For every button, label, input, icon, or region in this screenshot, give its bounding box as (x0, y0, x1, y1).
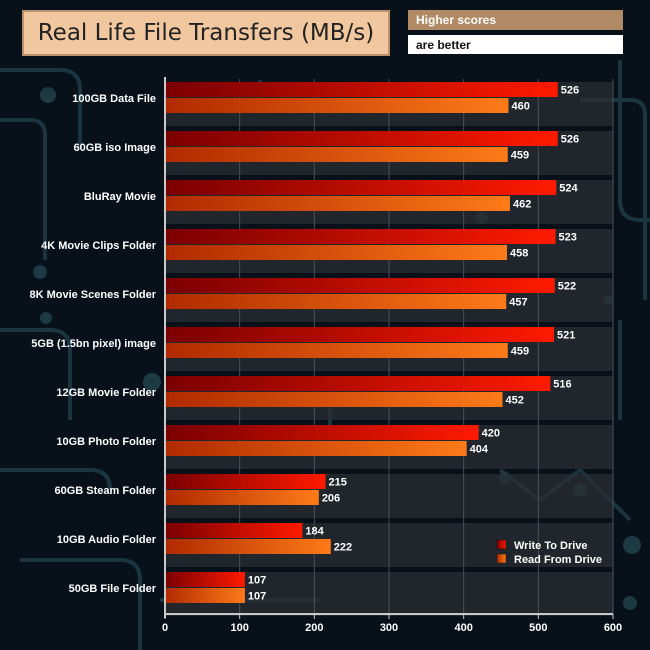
data-label: 458 (510, 248, 528, 260)
bar-write (165, 180, 557, 195)
data-label: 107 (248, 575, 266, 587)
bar-read (165, 343, 508, 358)
data-label: 460 (511, 101, 529, 113)
category-label: 12GB Movie Folder (56, 387, 156, 399)
bar-write (165, 327, 555, 342)
x-tick-label: 400 (454, 622, 472, 634)
legend-swatch-read (496, 553, 507, 564)
bar-write (165, 82, 558, 97)
data-label: 459 (511, 150, 529, 162)
bar-read (165, 539, 331, 554)
are-better-note: are better (408, 35, 623, 54)
bar-write (165, 523, 303, 538)
x-tick-label: 0 (162, 622, 168, 634)
chart-title: Real Life File Transfers (MB/s) (22, 10, 390, 56)
bar-read (165, 294, 507, 309)
bar-write (165, 278, 555, 293)
category-label: 100GB Data File (72, 93, 156, 105)
data-label: 523 (559, 232, 577, 244)
data-label: 404 (470, 444, 489, 456)
bar-write (165, 572, 245, 587)
higher-scores-note: Higher scores (408, 10, 623, 30)
bar-read (165, 490, 319, 505)
data-label: 222 (334, 542, 352, 554)
bar-read (165, 245, 507, 260)
x-tick-label: 100 (230, 622, 248, 634)
bar-write (165, 229, 556, 244)
bar-read (165, 147, 508, 162)
bar-read (165, 392, 503, 407)
bar-read (165, 196, 510, 211)
category-label: 10GB Audio Folder (57, 534, 157, 546)
data-label: 107 (248, 591, 266, 603)
data-label: 184 (305, 526, 324, 538)
category-label: 8K Movie Scenes Folder (29, 289, 156, 301)
x-tick-label: 500 (529, 622, 547, 634)
legend-swatch-write (496, 539, 507, 550)
x-tick-label: 300 (380, 622, 398, 634)
bar-write (165, 376, 551, 391)
data-label: 457 (509, 297, 527, 309)
data-label: 206 (322, 493, 340, 505)
bar-write (165, 474, 326, 489)
data-label: 521 (557, 330, 575, 342)
bar-write (165, 131, 558, 146)
bar-read (165, 588, 245, 603)
data-label: 522 (558, 281, 576, 293)
data-label: 524 (559, 183, 578, 195)
category-label: BluRay Movie (84, 191, 156, 203)
data-label: 452 (505, 395, 523, 407)
category-label: 60GB iso Image (73, 142, 156, 154)
category-label: 10GB Photo Folder (56, 436, 156, 448)
x-tick-label: 200 (305, 622, 323, 634)
legend-label-write: Write To Drive (514, 540, 588, 552)
category-label: 5GB (1.5bn pixel) image (31, 338, 156, 350)
data-label: 526 (561, 85, 579, 97)
bar-read (165, 441, 467, 456)
category-label: 4K Movie Clips Folder (41, 240, 157, 252)
data-label: 215 (329, 477, 347, 489)
category-label: 50GB File Folder (69, 583, 157, 595)
bar-write (165, 425, 479, 440)
legend-label-read: Read From Drive (514, 554, 602, 566)
x-tick-label: 600 (604, 622, 622, 634)
bar-read (165, 98, 509, 113)
category-label: 60GB Steam Folder (55, 485, 157, 497)
data-label: 526 (561, 134, 579, 146)
data-label: 462 (513, 199, 531, 211)
data-label: 459 (511, 346, 529, 358)
data-label: 420 (482, 428, 500, 440)
data-label: 516 (553, 379, 571, 391)
